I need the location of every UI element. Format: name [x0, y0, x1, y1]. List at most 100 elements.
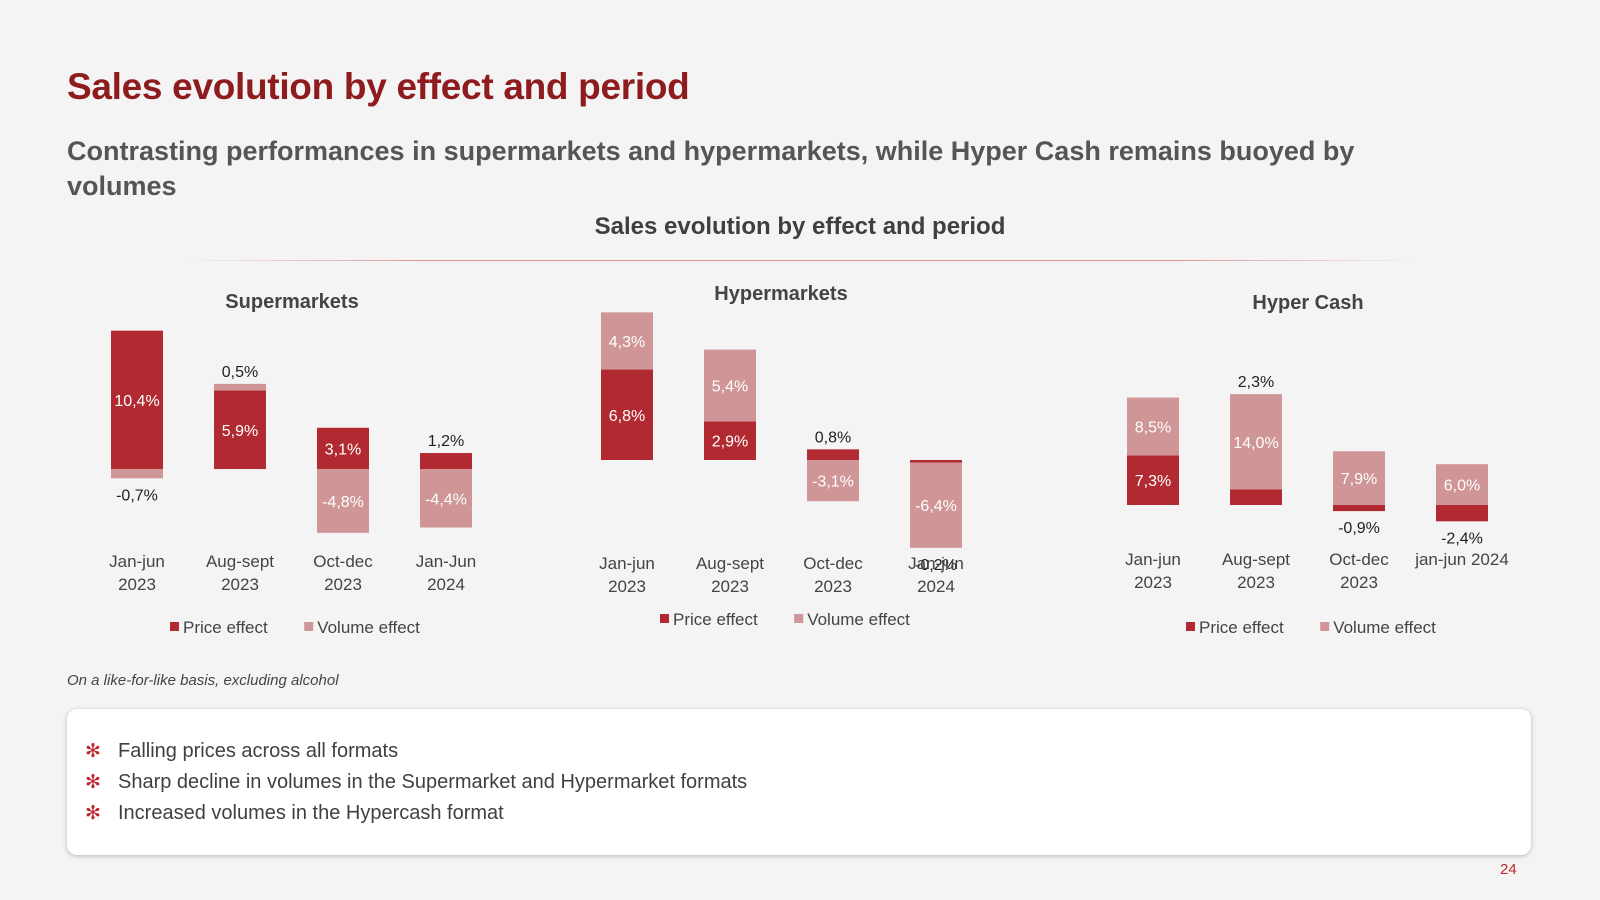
data-label: 6,0%: [1444, 478, 1480, 495]
volume-effect-legend-label: Volume effect: [317, 618, 420, 637]
volume-effect-bar: [1230, 394, 1282, 490]
data-label: -0,7%: [116, 487, 158, 504]
category-label: Oct-dec: [1329, 550, 1389, 569]
volume-effect-legend-swatch: [794, 614, 804, 623]
data-label: -4,8%: [322, 494, 364, 511]
category-label: 2023: [1237, 573, 1275, 592]
category-label: 2023: [1134, 573, 1172, 592]
price-effect-bar: [910, 460, 962, 463]
chart-title: Hyper Cash: [1252, 292, 1363, 314]
volume-effect-bar: [420, 469, 472, 528]
volume-effect-legend-label: Volume effect: [807, 610, 910, 629]
data-label: 2,9%: [712, 434, 748, 451]
category-label: 2023: [118, 575, 156, 594]
category-label: Jan-Jun: [416, 552, 476, 571]
data-label: 6,8%: [609, 408, 645, 425]
price-effect-legend-label: Price effect: [183, 618, 268, 637]
volume-effect-legend-swatch: [304, 622, 314, 631]
volume-effect-bar: [1333, 451, 1385, 505]
price-effect-bar: [704, 421, 756, 460]
data-label: 8,5%: [1135, 419, 1171, 436]
category-label: Aug-sept: [206, 552, 274, 571]
category-label: Jan-jun: [1125, 550, 1181, 569]
data-label: 10,4%: [114, 393, 159, 410]
volume-effect-bar: [214, 383, 266, 391]
data-label: 14,0%: [1233, 435, 1278, 452]
heading-divider: [180, 260, 1420, 261]
price-effect-bar: [601, 369, 653, 460]
category-label: 2024: [917, 577, 955, 596]
volume-effect-bar: [601, 312, 653, 370]
volume-effect-bar: [807, 460, 859, 502]
price-effect-bar: [420, 453, 472, 469]
asterisk-flower-icon: ✻: [85, 772, 101, 793]
chart-title: Supermarkets: [225, 291, 358, 313]
slide-title: Sales evolution by effect and period: [67, 66, 690, 107]
key-point-text: Increased volumes in the Hypercash forma…: [118, 802, 504, 824]
category-label: 2023: [608, 577, 646, 596]
page-number: 24: [1500, 861, 1517, 878]
key-point: ✻ Increased volumes in the Hypercash for…: [81, 798, 1531, 829]
price-effect-bar: [214, 390, 266, 469]
volume-effect-bar: [704, 349, 756, 422]
key-point-text: Sharp decline in volumes in the Supermar…: [118, 771, 748, 793]
price-effect-bar: [1436, 505, 1488, 522]
data-label: 7,3%: [1135, 473, 1171, 490]
category-label: 2023: [221, 575, 259, 594]
price-effect-bar: [317, 427, 369, 469]
price-effect-legend-label: Price effect: [1199, 618, 1284, 637]
footnote: On a like-for-like basis, excluding alco…: [67, 672, 339, 689]
data-label: 7,9%: [1341, 471, 1377, 488]
data-label: -4,4%: [425, 491, 467, 508]
chart-title: Hypermarkets: [714, 283, 847, 305]
key-points-box: ✻ Falling prices across all formats ✻ Sh…: [67, 709, 1531, 855]
category-label: 2023: [324, 575, 362, 594]
data-label: -2,4%: [1441, 530, 1483, 547]
price-effect-bar: [1230, 489, 1282, 505]
volume-effect-bar: [111, 469, 163, 479]
category-label: 2023: [711, 577, 749, 596]
volume-effect-legend-swatch: [1320, 622, 1330, 631]
category-label: 2024: [427, 575, 465, 594]
asterisk-flower-icon: ✻: [85, 803, 101, 824]
price-effect-legend-swatch: [170, 622, 179, 631]
data-label: -0,9%: [1338, 520, 1380, 537]
data-label: 0,8%: [815, 429, 851, 446]
price-effect-legend-label: Price effect: [673, 610, 758, 629]
volume-effect-bar: [317, 469, 369, 533]
category-label: Jan-jun: [599, 554, 655, 573]
data-label: 4,3%: [609, 334, 645, 351]
volume-effect-bar: [910, 462, 962, 548]
data-label: 1,2%: [428, 433, 464, 450]
price-effect-bar: [111, 330, 163, 469]
data-label: 2,3%: [1238, 374, 1274, 391]
price-effect-legend-swatch: [660, 614, 669, 623]
key-point-text: Falling prices across all formats: [118, 740, 399, 762]
volume-effect-legend-label: Volume effect: [1333, 618, 1436, 637]
price-effect-legend-swatch: [1186, 622, 1195, 631]
data-label: 3,1%: [325, 441, 361, 458]
data-label: 0,5%: [222, 364, 258, 381]
category-label: Jan-jun: [908, 554, 964, 573]
key-point: ✻ Falling prices across all formats: [81, 736, 1531, 767]
category-label: Aug-sept: [696, 554, 764, 573]
data-label: 5,9%: [222, 423, 258, 440]
charts-area: Supermarkets 10,4% -0,7% Jan-jun 2023 5,9% 0,5…: [109, 283, 1509, 637]
price-effect-bar: [1333, 505, 1385, 512]
volume-effect-bar: [1127, 397, 1179, 456]
category-label: Oct-dec: [313, 552, 373, 571]
data-label: -6,4%: [915, 498, 957, 515]
category-label: Aug-sept: [1222, 550, 1290, 569]
data-label: -3,1%: [812, 474, 854, 491]
category-label: 2023: [1340, 573, 1378, 592]
data-label: 5,4%: [712, 379, 748, 396]
data-label: -0,2%: [915, 557, 957, 574]
category-label: 2023: [814, 577, 852, 596]
key-point: ✻ Sharp decline in volumes in the Superm…: [81, 767, 1531, 798]
volume-effect-bar: [1436, 464, 1488, 505]
asterisk-flower-icon: ✻: [85, 741, 101, 762]
chart-heading: Sales evolution by effect and period: [594, 213, 1006, 240]
category-label: Oct-dec: [803, 554, 863, 573]
category-label: jan-jun 2024: [1414, 550, 1509, 569]
slide-subtitle: Contrasting performances in supermarkets…: [67, 136, 1355, 201]
